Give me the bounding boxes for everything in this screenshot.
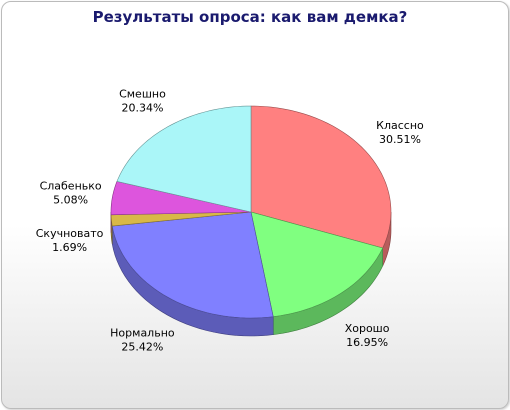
pie-slice xyxy=(250,211,384,317)
pie-slice xyxy=(116,105,252,213)
slice-value-label: 25.42% xyxy=(121,341,163,354)
slice-label: Смешно xyxy=(119,87,166,100)
pie-slice xyxy=(111,211,274,319)
pie-slice xyxy=(110,211,252,227)
slice-label: Классно xyxy=(376,119,424,132)
slice-label: Слабенько xyxy=(40,180,102,193)
slice-value-label: 1.69% xyxy=(52,241,87,254)
slice-label: Хорошо xyxy=(345,322,390,335)
slice-label: Нормально xyxy=(110,327,175,340)
slice-value-label: 30.51% xyxy=(379,133,421,146)
pie-slice xyxy=(110,181,252,216)
slice-label: Скучновато xyxy=(36,227,104,240)
chart-title: Результаты опроса: как вам демка? xyxy=(93,8,408,26)
slice-value-label: 16.95% xyxy=(346,336,388,349)
slice-value-label: 5.08% xyxy=(53,194,88,207)
slice-value-label: 20.34% xyxy=(121,101,163,114)
pie-slice xyxy=(250,105,392,249)
